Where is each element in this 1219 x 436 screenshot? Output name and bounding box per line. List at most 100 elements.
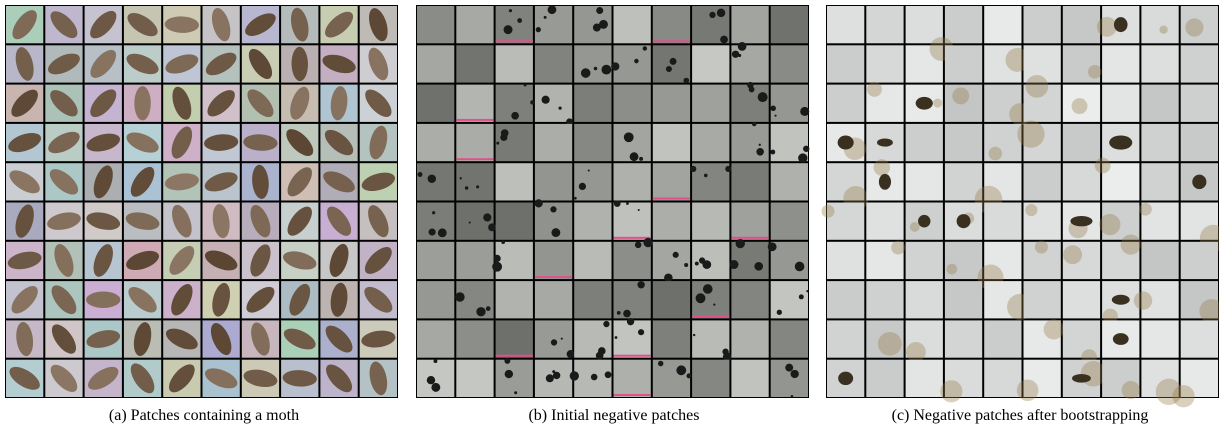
insect (1112, 295, 1130, 305)
patch (456, 124, 493, 161)
speck (548, 5, 557, 14)
speck (695, 262, 699, 266)
speck (785, 364, 793, 372)
patch (827, 45, 864, 82)
stain (1121, 235, 1141, 255)
edge-line (496, 355, 533, 357)
speck (624, 132, 634, 142)
patch (1102, 85, 1139, 122)
stain (1017, 379, 1039, 401)
speck (459, 177, 461, 179)
speck (511, 112, 519, 120)
patch (1141, 124, 1178, 161)
patch (906, 242, 943, 279)
patch (614, 360, 651, 397)
speck (598, 347, 606, 355)
speck (626, 202, 629, 205)
patch (496, 320, 533, 357)
speck (417, 172, 422, 177)
patch (945, 45, 982, 82)
speck (801, 263, 804, 266)
caption: (a) Patches containing a moth (109, 407, 299, 424)
patch (535, 242, 572, 279)
patch (496, 45, 533, 82)
speck (725, 166, 731, 172)
speck (754, 262, 763, 271)
patch (496, 203, 533, 240)
patch (984, 6, 1021, 43)
patch (535, 45, 572, 82)
speck (486, 306, 491, 311)
speck (558, 107, 561, 110)
stain (874, 159, 891, 176)
stain (1185, 18, 1203, 36)
speck (738, 42, 747, 51)
patch (692, 45, 729, 82)
speck (800, 107, 809, 116)
speck (637, 281, 644, 288)
patch (866, 360, 903, 397)
speck (615, 336, 618, 339)
patch (417, 163, 454, 200)
speck (732, 51, 739, 58)
speck (623, 310, 631, 318)
edge-line (614, 394, 651, 396)
edge-line (653, 40, 690, 42)
speck (561, 338, 563, 340)
speck (770, 150, 775, 155)
patch (692, 124, 729, 161)
speck (535, 199, 543, 207)
patch (614, 242, 651, 279)
patch (574, 281, 611, 318)
speck (544, 16, 547, 19)
speck (720, 36, 728, 44)
speck (505, 370, 513, 378)
edge-line (692, 315, 729, 317)
patch (417, 6, 454, 43)
speck (588, 169, 590, 171)
stain (1072, 98, 1088, 114)
speck (693, 334, 695, 336)
speck (438, 228, 447, 237)
patch (614, 6, 651, 43)
speck (703, 284, 713, 294)
speck (496, 142, 499, 145)
speck (574, 197, 577, 200)
patch-grid (416, 5, 809, 398)
stain (1159, 26, 1167, 34)
stain (946, 264, 957, 275)
patch (574, 124, 611, 161)
patch (1181, 45, 1218, 82)
speck (643, 46, 647, 50)
speck (509, 9, 512, 12)
speck (611, 62, 619, 70)
patch (771, 320, 808, 357)
insect (838, 136, 854, 150)
speck (717, 9, 725, 17)
speck (550, 206, 556, 212)
patch (653, 281, 690, 318)
stain (1088, 65, 1102, 79)
patch (1024, 163, 1061, 200)
patch (771, 45, 808, 82)
patch (827, 6, 864, 43)
patch (574, 45, 611, 82)
patch (906, 124, 943, 161)
speck (635, 242, 642, 249)
patch (692, 163, 729, 200)
speck (552, 370, 555, 373)
speck (501, 240, 505, 244)
speck (768, 242, 777, 251)
insect (1109, 135, 1132, 149)
patch (653, 163, 690, 200)
speck (601, 65, 611, 75)
patch (1102, 45, 1139, 82)
speck (431, 383, 440, 392)
patch (771, 6, 808, 43)
caption: (b) Initial negative patches (528, 407, 699, 424)
speck (504, 25, 513, 34)
patch (1141, 85, 1178, 122)
patch (653, 124, 690, 161)
speck (658, 361, 663, 366)
speck (492, 262, 502, 272)
